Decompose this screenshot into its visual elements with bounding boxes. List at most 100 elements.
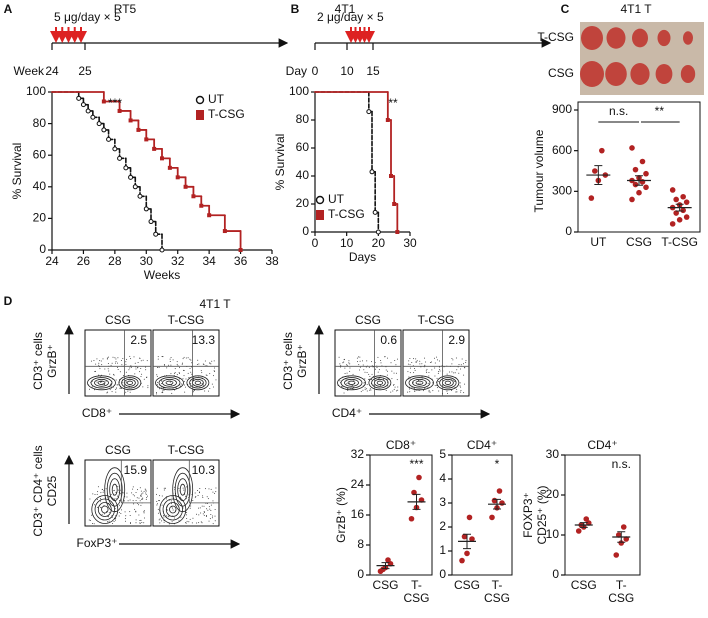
event-dot <box>409 378 411 380</box>
y-tick-label: 1 <box>439 543 446 557</box>
event-dot <box>200 512 202 514</box>
censor-mark <box>385 118 390 122</box>
event-dot <box>143 378 145 380</box>
contour <box>104 467 126 513</box>
contour <box>340 377 363 389</box>
error-bar <box>463 533 471 550</box>
event-dot <box>129 355 131 357</box>
event-dot <box>140 375 142 377</box>
event-dot <box>214 515 216 517</box>
gate-percentage: 0.6 <box>380 333 397 347</box>
event-dot <box>173 373 175 375</box>
event-dot <box>207 509 209 511</box>
event-dot <box>108 516 110 518</box>
event-dot <box>376 367 378 369</box>
event-dot <box>390 391 392 393</box>
event-dot <box>213 492 215 494</box>
event-dot <box>181 383 183 385</box>
tumour <box>605 62 627 86</box>
contour <box>87 375 116 391</box>
event-dot <box>455 391 457 393</box>
event-dot <box>369 389 371 391</box>
event-dot <box>346 378 348 380</box>
event-dot <box>133 495 135 497</box>
data-point <box>629 196 635 203</box>
event-dot <box>414 390 416 392</box>
event-dot <box>438 366 440 368</box>
censor-mark <box>128 174 134 180</box>
contour <box>111 483 118 496</box>
event-dot <box>363 369 365 371</box>
event-dot <box>134 373 136 375</box>
event-dot <box>111 391 113 393</box>
x-axis-label: FoxP3⁺ <box>76 536 117 550</box>
event-dot <box>206 496 208 498</box>
event-dot <box>115 491 117 493</box>
event-dot <box>96 493 98 495</box>
event-dot <box>176 363 178 365</box>
event-dot <box>136 367 138 369</box>
event-dot <box>166 509 168 511</box>
y-tick-label: 40 <box>33 179 47 193</box>
event-dot <box>393 372 395 374</box>
event-dot <box>414 368 416 370</box>
event-dot <box>211 517 213 519</box>
event-dot <box>459 368 461 370</box>
event-dot <box>202 496 204 498</box>
significance: * <box>495 457 500 471</box>
censor-mark <box>392 202 397 206</box>
event-dot <box>195 496 197 498</box>
x-tick-label: 32 <box>171 254 185 268</box>
event-dot <box>156 393 158 395</box>
event-dot <box>95 363 97 365</box>
y-axis-label: GrzB⁺ <box>295 344 309 378</box>
event-dot <box>210 504 212 506</box>
contour <box>106 472 123 507</box>
legend-label: UT <box>328 192 345 206</box>
event-dot <box>106 511 108 513</box>
event-dot <box>115 391 117 393</box>
y-tick-label: 2 <box>439 519 446 533</box>
event-dot <box>125 391 127 393</box>
event-dot <box>173 374 175 376</box>
gate <box>120 460 151 504</box>
event-dot <box>160 380 162 382</box>
event-dot <box>178 372 180 374</box>
event-dot <box>128 369 130 371</box>
event-dot <box>212 386 214 388</box>
event-dot <box>140 367 142 369</box>
censor-mark <box>167 165 172 170</box>
event-dot <box>120 512 122 514</box>
event-dot <box>132 486 134 488</box>
event-dot <box>362 360 363 362</box>
censor-mark <box>372 209 378 215</box>
event-dot <box>377 356 379 358</box>
censor-mark <box>137 193 143 199</box>
event-dot <box>432 390 434 392</box>
x-tick-text: CSG <box>625 236 652 249</box>
event-dot <box>439 368 441 370</box>
event-dot <box>107 391 109 393</box>
x-tick-text: T-CSG <box>608 579 635 605</box>
x-tick-label: 28 <box>108 254 122 268</box>
event-dot <box>364 387 366 389</box>
x-tick-text: CSG <box>570 579 597 592</box>
event-dot <box>343 392 345 394</box>
censor-mark <box>238 248 243 252</box>
gate <box>85 330 151 396</box>
chart-title: 4T1 T <box>620 2 652 16</box>
event-dot <box>463 392 465 394</box>
event-dot <box>412 382 414 384</box>
event-dot <box>139 357 141 359</box>
event-dot <box>190 505 192 507</box>
event-dot <box>162 390 164 392</box>
tumour <box>606 27 626 49</box>
event-dot <box>338 356 340 358</box>
event-dot <box>115 358 117 360</box>
event-dot <box>108 497 110 499</box>
x-tick-label: 36 <box>234 254 248 268</box>
chart-title: CD4⁺ <box>467 438 497 452</box>
legend-label: UT <box>208 92 225 106</box>
event-dot <box>135 519 137 521</box>
event-dot <box>431 369 433 371</box>
